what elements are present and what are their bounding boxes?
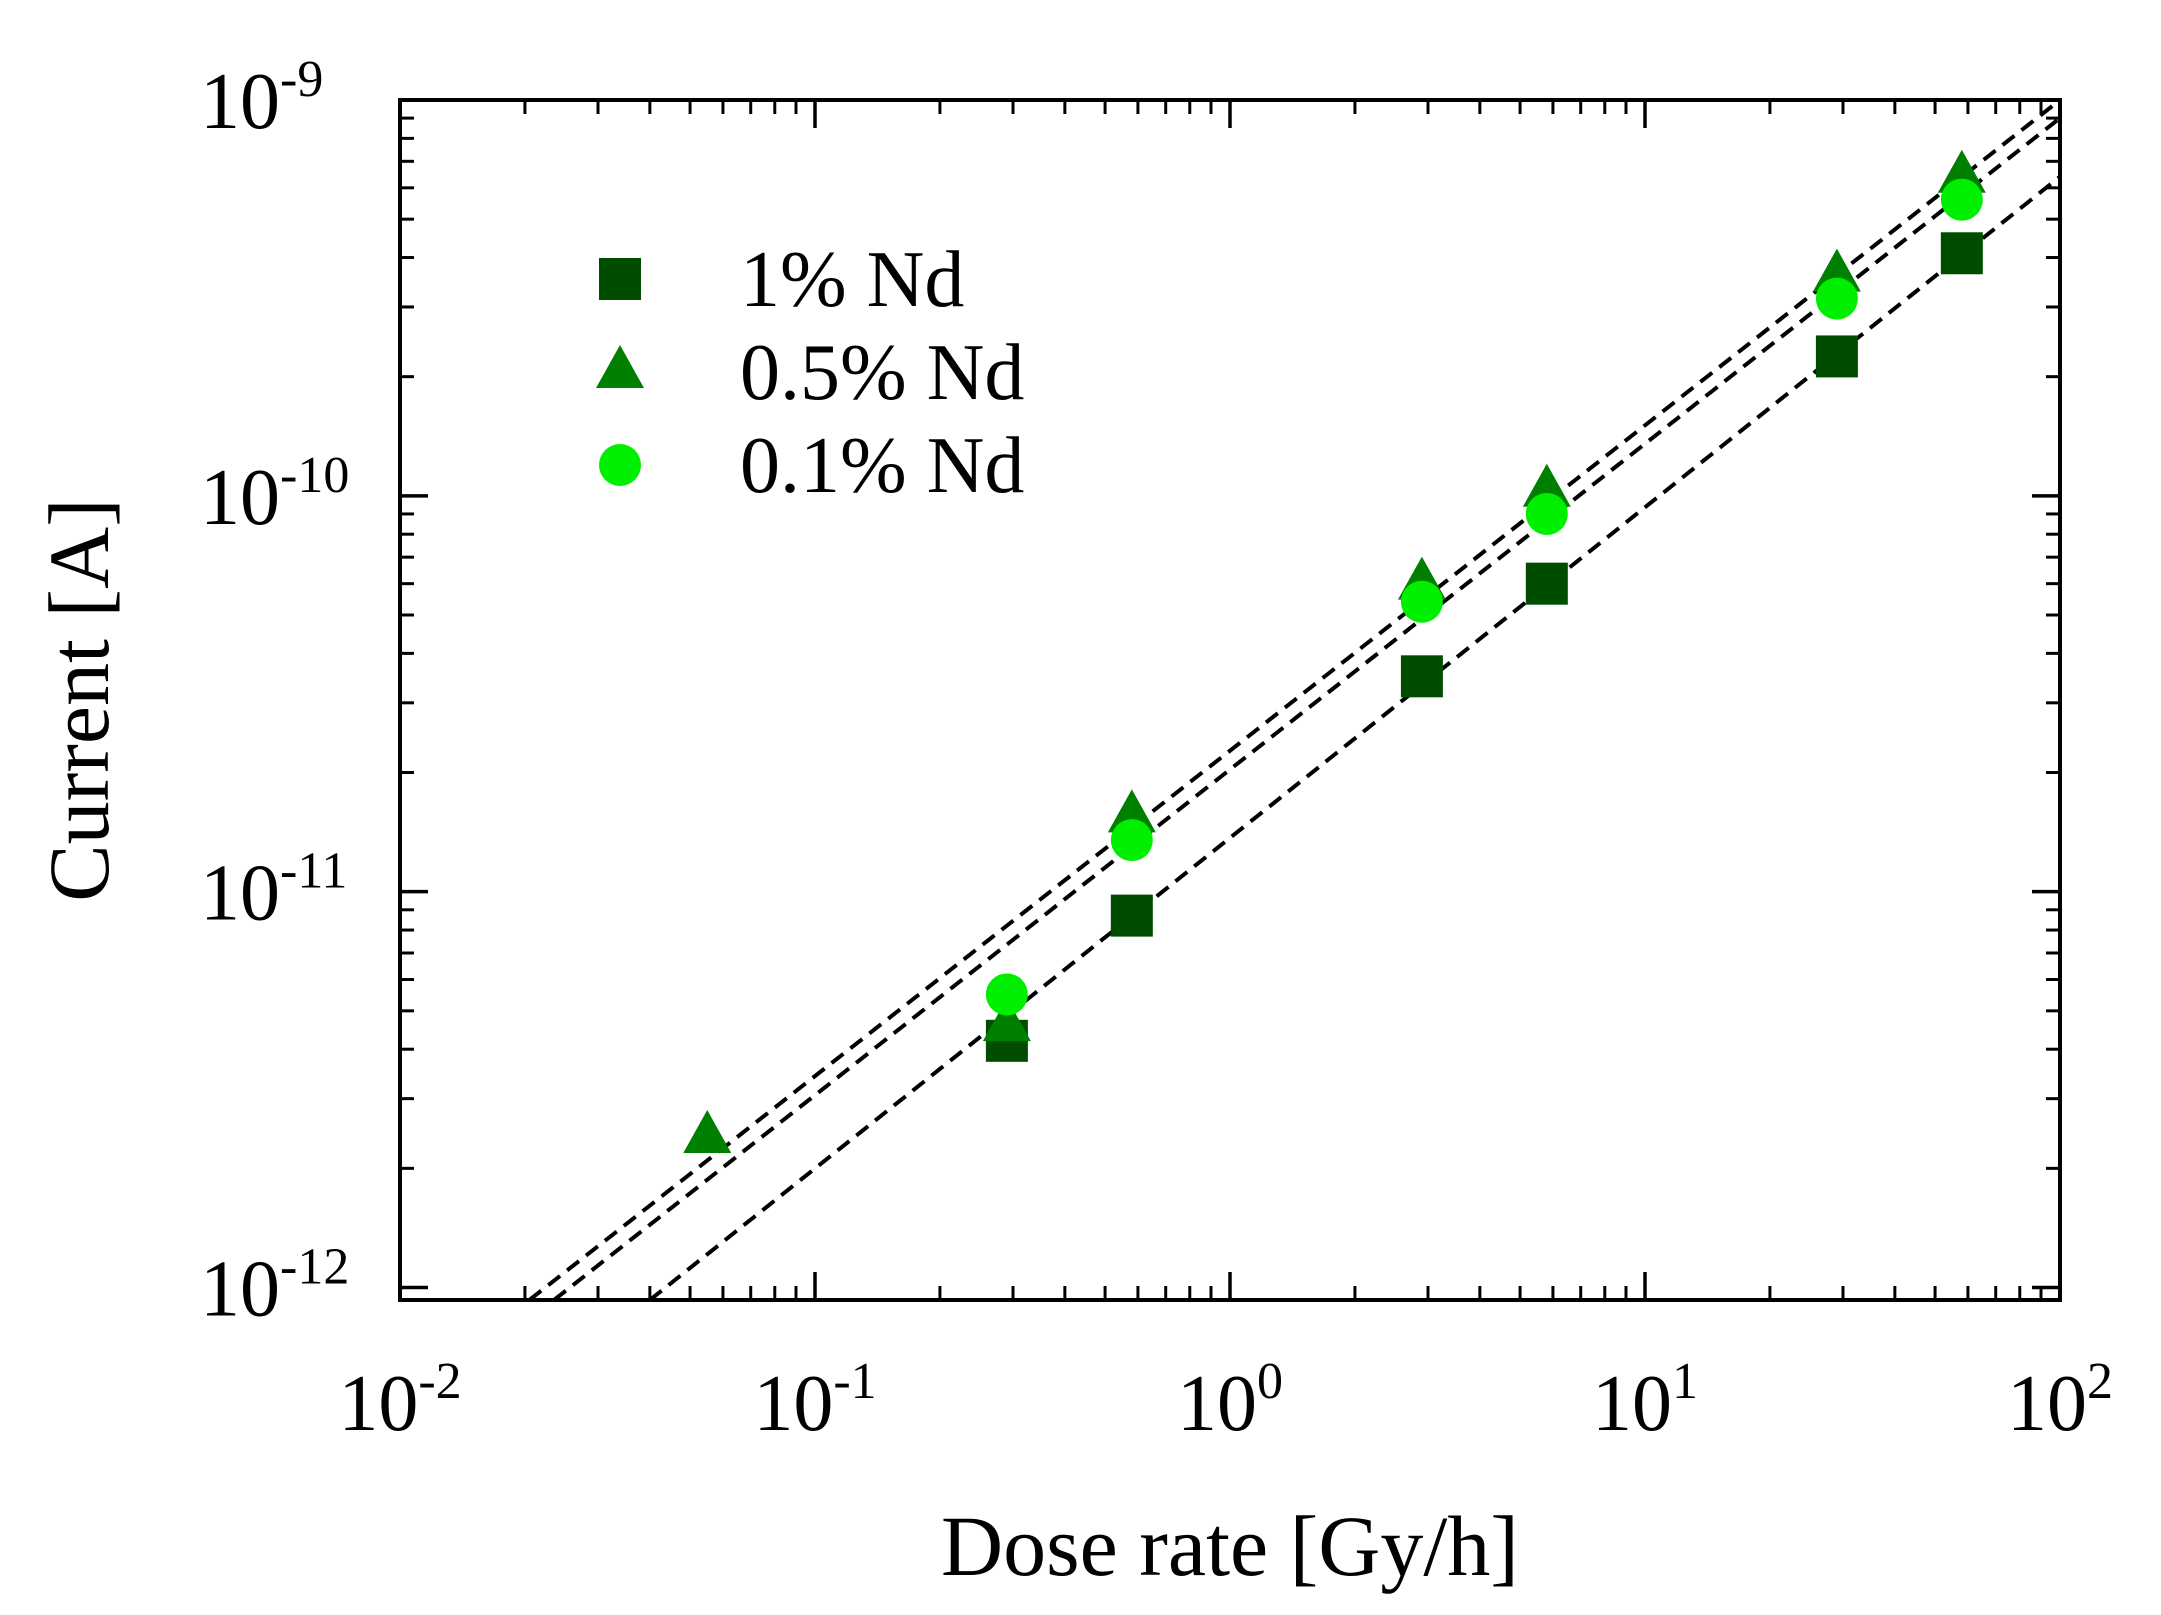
x-tick-label: 10-1 <box>753 1353 876 1448</box>
y-tick-label: 10-12 <box>200 1239 349 1334</box>
data-point-square <box>1940 232 1983 275</box>
legend-label: 1% Nd <box>740 236 964 324</box>
data-point-circle <box>1525 492 1568 535</box>
data-point-square <box>1525 562 1568 605</box>
data-point-triangle <box>1937 149 1986 193</box>
legend: 1% Nd0.5% Nd0.1% Nd <box>596 236 1024 510</box>
y-tick-label: 10-11 <box>200 843 347 938</box>
data-point-square <box>1815 335 1858 378</box>
data-point-circle <box>1110 819 1153 862</box>
plot-frame <box>398 98 2062 1302</box>
legend-marker-circle <box>599 444 641 486</box>
series-circle <box>985 178 1983 1016</box>
major-ticks <box>398 98 2062 1300</box>
y-tick-labels: 10-12 10-11 10-10 10-9 <box>200 51 349 1334</box>
legend-label: 0.5% Nd <box>740 329 1024 417</box>
legend-marker-triangle <box>596 345 644 388</box>
x-tick-labels: 10-2 10-1 100 101 102 <box>338 1353 2113 1448</box>
fit-line <box>528 100 2060 1300</box>
fit-line <box>552 116 2060 1300</box>
x-tick-label: 10-2 <box>338 1353 461 1448</box>
minor-ticks <box>400 100 2060 1300</box>
x-tick-label: 101 <box>1592 1353 1698 1448</box>
data-point-square <box>1400 655 1443 698</box>
data-point-circle <box>1815 277 1858 320</box>
y-tick-label: 10-10 <box>200 447 349 542</box>
series-square <box>985 232 1983 1062</box>
data-point-circle <box>1940 178 1983 221</box>
data-point-triangle <box>683 1110 732 1154</box>
x-axis-title: Dose rate [Gy/h] <box>941 1498 1519 1594</box>
legend-marker-square <box>599 258 641 300</box>
data-markers <box>683 149 1986 1154</box>
data-point-triangle <box>1107 789 1156 833</box>
x-tick-label: 102 <box>2007 1353 2113 1448</box>
data-point-triangle <box>982 998 1031 1042</box>
data-point-circle <box>1400 580 1443 623</box>
data-point-triangle <box>1812 248 1861 292</box>
legend-label: 0.1% Nd <box>740 422 1024 510</box>
data-point-circle <box>985 973 1028 1016</box>
y-tick-label: 10-9 <box>200 51 323 146</box>
data-point-square <box>1110 894 1153 937</box>
x-tick-label: 100 <box>1177 1353 1283 1448</box>
data-point-triangle <box>1522 463 1571 507</box>
y-axis-title: Current [A] <box>31 498 127 902</box>
